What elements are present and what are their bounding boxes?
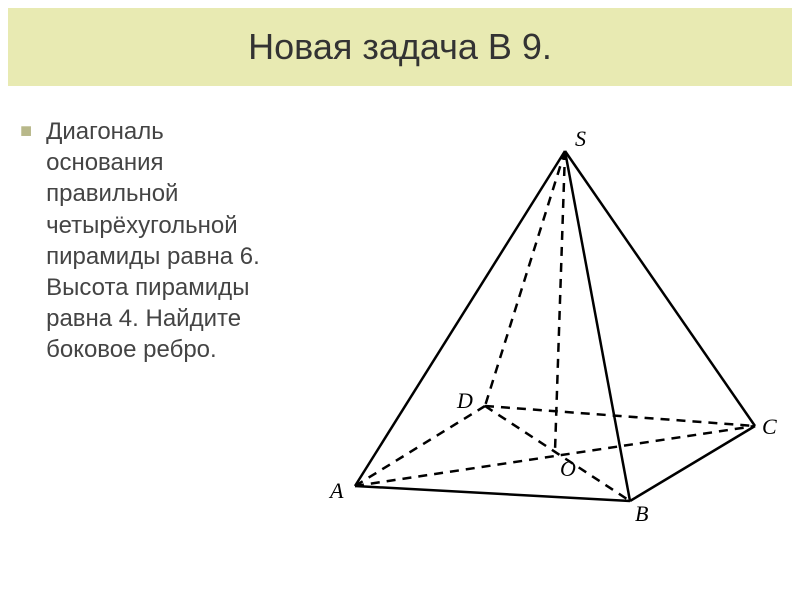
title-bar: Новая задача В 9.	[8, 8, 792, 86]
edge-SD	[485, 151, 565, 406]
slide-title: Новая задача В 9.	[48, 26, 752, 68]
height-SO	[555, 151, 565, 451]
label-O: O	[560, 456, 576, 481]
pyramid-svg: S A B C D O	[300, 116, 780, 536]
content-area: ■ Диагональ основания правильной четырёх…	[0, 86, 800, 556]
edge-AD	[355, 406, 485, 486]
label-D: D	[456, 388, 473, 413]
edge-BC	[630, 426, 755, 501]
bullet-item: ■ Диагональ основания правильной четырёх…	[20, 116, 280, 366]
problem-sidebar: ■ Диагональ основания правильной четырёх…	[20, 116, 300, 536]
diagonal-DB	[485, 406, 630, 501]
pyramid-figure: S A B C D O	[300, 116, 780, 536]
edge-SA	[355, 151, 565, 486]
edge-SC	[565, 151, 755, 426]
label-C: C	[762, 414, 777, 439]
edge-AB	[355, 486, 630, 501]
edge-DC	[485, 406, 755, 426]
label-S: S	[575, 126, 586, 151]
bullet-icon: ■	[20, 120, 32, 143]
label-B: B	[635, 501, 648, 526]
label-A: A	[328, 478, 344, 503]
problem-text: Диагональ основания правильной четырёхуг…	[46, 116, 280, 366]
diagonal-AC	[355, 426, 755, 486]
